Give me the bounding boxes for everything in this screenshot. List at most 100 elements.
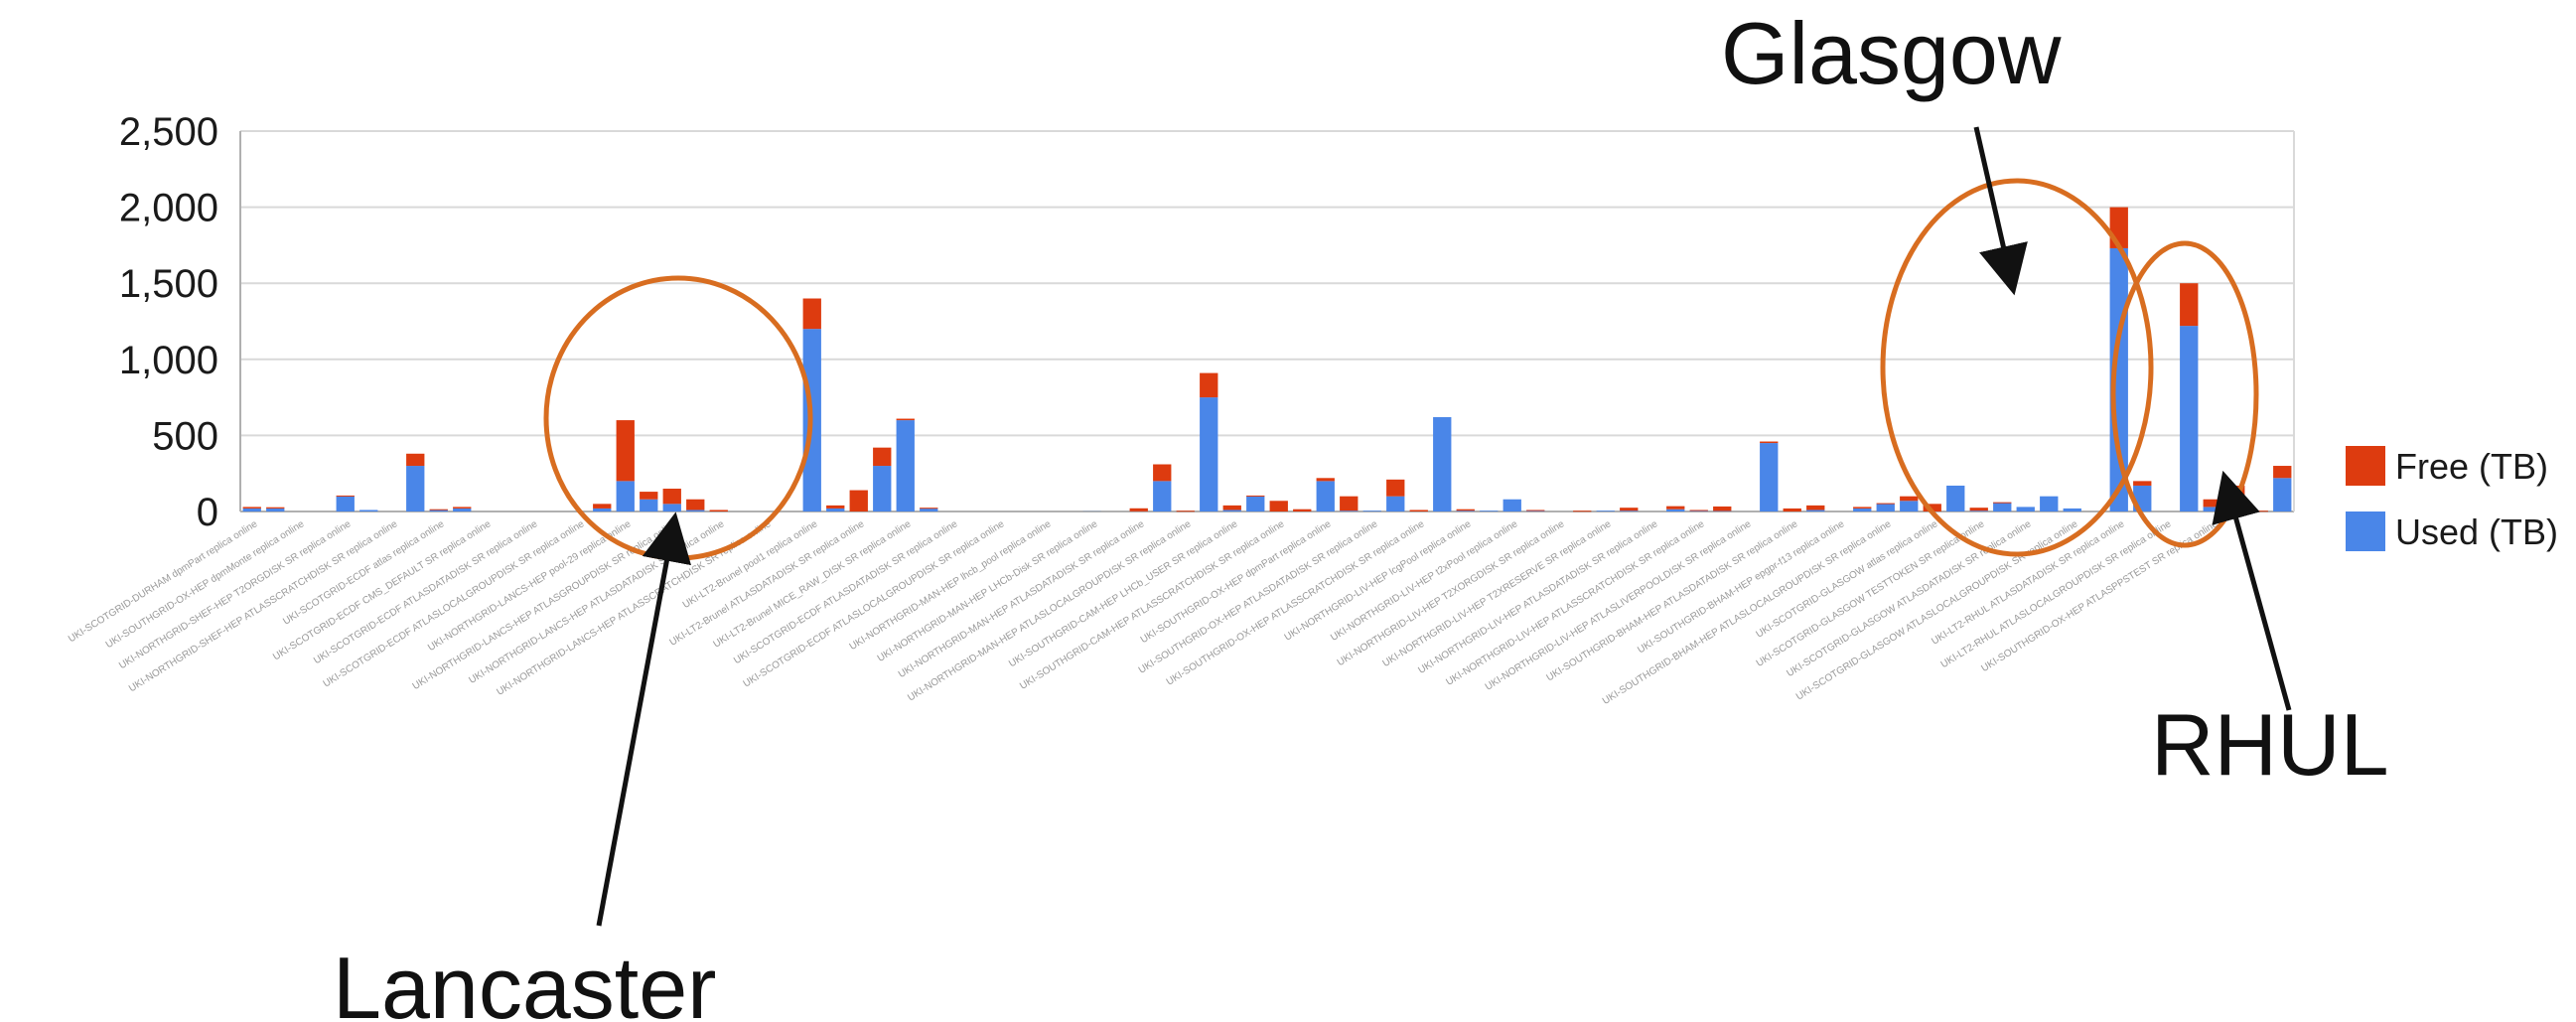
bar-used: [640, 499, 658, 511]
legend-label-used: Used (TB): [2395, 511, 2558, 552]
bar-used: [593, 508, 612, 511]
bar-used: [1503, 499, 1521, 511]
bar-free: [873, 447, 892, 467]
bar-free: [1969, 508, 1988, 511]
bar-free: [849, 490, 868, 511]
bar-used: [662, 504, 681, 511]
bar-used: [1153, 481, 1172, 511]
bar-used: [406, 466, 425, 511]
bar-free: [406, 453, 425, 467]
legend-swatch-used: [2346, 511, 2385, 551]
bar-used: [873, 466, 892, 511]
bar-free: [1386, 479, 1405, 497]
bar-used: [1200, 397, 1218, 511]
bar-free: [1316, 478, 1335, 482]
bars: [242, 207, 2292, 512]
bar-free: [1993, 502, 2012, 504]
bar-used: [1386, 496, 1405, 511]
bar-free: [453, 507, 472, 509]
legend: Free (TB) Used (TB): [2346, 446, 2558, 552]
bar-free: [1689, 510, 1708, 511]
bar-used: [429, 510, 448, 511]
bar-free: [920, 508, 938, 510]
bar-free: [1666, 506, 1685, 510]
y-tick-label: 1,000: [119, 339, 218, 382]
bar-free: [896, 418, 915, 421]
legend-label-free: Free (TB): [2395, 446, 2548, 487]
bar-used: [242, 508, 261, 511]
rhul-label: RHUL: [2151, 695, 2389, 794]
glasgow-label: Glasgow: [1721, 4, 2062, 102]
bar-free: [1153, 464, 1172, 482]
bar-free: [1876, 503, 1895, 505]
bar-used: [616, 481, 635, 511]
glasgow-arrow: [1973, 126, 2028, 296]
bar-free: [1760, 441, 1779, 444]
y-tick-label: 2,500: [119, 110, 218, 154]
bar-free: [1783, 508, 1801, 511]
y-axis: 0 500 1,000 1,500 2,000 2,500: [119, 110, 218, 534]
bar-free: [266, 507, 285, 509]
lancaster-arrow: [596, 511, 692, 927]
bar-used: [896, 420, 915, 511]
bar-used: [826, 508, 845, 511]
bar-used: [1316, 481, 1335, 511]
bar-free: [1129, 508, 1148, 511]
bar-used: [336, 496, 355, 511]
bar-free: [1853, 507, 1872, 509]
bar-free: [2203, 499, 2221, 508]
bar-free: [662, 489, 681, 505]
bar-used: [920, 508, 938, 511]
bar-free: [2273, 466, 2292, 479]
bar-free: [709, 510, 728, 511]
x-tick-label: UKI-SCOTGRID-ECDF CMS_DEFAULT SR replica…: [271, 518, 494, 662]
legend-swatch-free: [2346, 446, 2385, 486]
bar-free: [2180, 283, 2199, 327]
bar-used: [1853, 508, 1872, 511]
x-tick-label: UKI-SOUTHGRID-OX-HEP dpmMonte replica on…: [104, 518, 307, 651]
y-tick-label: 0: [197, 491, 218, 534]
bar-used: [2040, 496, 2059, 511]
lancaster-highlight-ellipse: [543, 275, 813, 561]
glasgow-highlight-ellipse: [1880, 178, 2154, 557]
bar-used: [1876, 504, 1895, 511]
bar-used: [1222, 510, 1241, 511]
x-axis-labels: UKI-SCOTGRID-DURHAM dpmPart replica onli…: [67, 518, 2220, 707]
bar-free: [1456, 509, 1475, 511]
bar-free: [1923, 504, 1941, 511]
bar-free: [1409, 510, 1428, 511]
bar-free: [242, 507, 261, 509]
bar-used: [266, 508, 285, 511]
bar-free: [1526, 510, 1545, 511]
annotations: Glasgow RHUL Lancaster: [333, 4, 2389, 1022]
bar-free: [429, 509, 448, 511]
bar-free: [1246, 495, 1265, 497]
rhul-arrow: [2212, 470, 2292, 711]
bar-used: [2203, 507, 2221, 511]
bar-free: [616, 420, 635, 482]
bar-free: [336, 495, 355, 497]
lancaster-label: Lancaster: [333, 939, 716, 1022]
bar-free: [1713, 506, 1732, 511]
bar-used: [2273, 478, 2292, 511]
bar-free: [1200, 372, 1218, 398]
bar-free: [686, 499, 705, 511]
bar-used: [453, 508, 472, 511]
bar-used: [1666, 509, 1685, 511]
bar-free: [1806, 505, 1825, 511]
bar-free: [1269, 501, 1288, 511]
x-tick-label: UKI-SCOTGRID-ECDF ATLASDATADISK SR repli…: [732, 518, 960, 666]
y-tick-label: 500: [152, 414, 218, 458]
bar-used: [1993, 502, 2012, 511]
bar-used: [1433, 417, 1452, 511]
bar-free: [1340, 496, 1359, 511]
bar-used: [1806, 510, 1825, 511]
bar-free: [1293, 509, 1312, 511]
rhul-highlight-ellipse: [2110, 240, 2259, 548]
bar-used: [2063, 508, 2081, 511]
bar-free: [2133, 481, 2152, 486]
y-tick-label: 1,500: [119, 262, 218, 306]
bar-free: [826, 505, 845, 509]
